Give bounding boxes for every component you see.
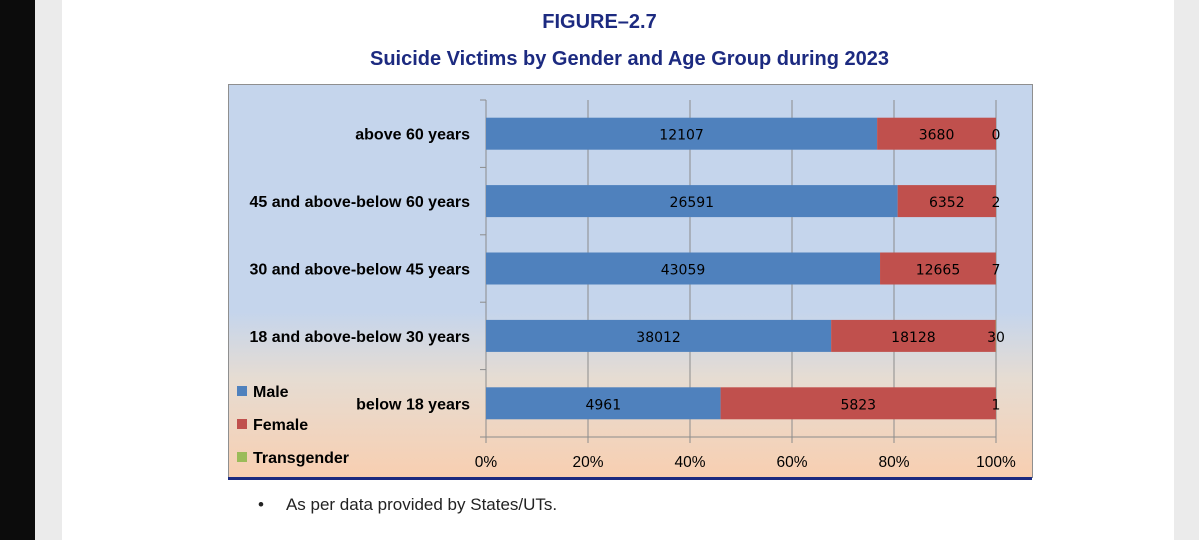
data-label-male: 43059 xyxy=(661,263,706,279)
data-label-male: 26591 xyxy=(670,195,715,211)
legend-swatch-female xyxy=(237,419,247,429)
bar-male xyxy=(486,185,898,218)
chart-bottom-rule xyxy=(228,477,1032,480)
data-label-female: 12665 xyxy=(916,263,961,279)
bar-female xyxy=(877,117,996,150)
legend-swatch-male xyxy=(237,386,247,396)
legend-label-male: Male xyxy=(253,384,289,401)
legend-swatch-transgender xyxy=(237,452,247,462)
data-label-transgender: 2 xyxy=(992,195,1001,211)
legend-label-female: Female xyxy=(253,417,308,434)
bar-female xyxy=(880,252,996,285)
footnote: • As per data provided by States/UTs. xyxy=(258,495,557,515)
x-tick-label: 100% xyxy=(976,454,1016,471)
x-tick-label: 40% xyxy=(674,454,705,471)
data-label-male: 38012 xyxy=(636,330,681,346)
legend-label-transgender: Transgender xyxy=(253,450,349,467)
data-label-transgender: 30 xyxy=(987,330,1005,346)
data-label-female: 18128 xyxy=(891,330,936,346)
chart-title: Suicide Victims by Gender and Age Group … xyxy=(369,48,889,70)
bar-female xyxy=(831,319,996,352)
category-label: 30 and above-below 45 years xyxy=(249,262,470,279)
footnote-bullet: • xyxy=(258,495,264,514)
data-label-female: 3680 xyxy=(919,128,955,144)
data-label-male: 4961 xyxy=(585,397,621,413)
bar-female xyxy=(720,387,996,420)
x-tick-label: 60% xyxy=(776,454,807,471)
x-tick-label: 0% xyxy=(475,454,498,471)
figure-label: FIGURE–2.7 xyxy=(542,11,657,33)
data-label-male: 12107 xyxy=(659,128,704,144)
category-label: 18 and above-below 30 years xyxy=(249,329,470,346)
footnote-text: As per data provided by States/UTs. xyxy=(285,495,558,514)
category-label: 45 and above-below 60 years xyxy=(249,194,470,211)
data-label-transgender: 0 xyxy=(992,128,1001,144)
bar-male xyxy=(486,387,721,420)
background-left-strip xyxy=(0,0,35,540)
category-label: below 18 years xyxy=(356,396,470,413)
bar-female xyxy=(897,185,996,218)
bar-male xyxy=(486,117,878,150)
category-label: above 60 years xyxy=(355,127,470,144)
x-tick-label: 20% xyxy=(572,454,603,471)
data-label-female: 5823 xyxy=(840,397,876,413)
bar-male xyxy=(486,319,832,352)
data-label-female: 6352 xyxy=(929,195,965,211)
data-label-transgender: 7 xyxy=(992,263,1001,279)
x-tick-label: 80% xyxy=(878,454,909,471)
bar-male xyxy=(486,252,881,285)
data-label-transgender: 1 xyxy=(992,397,1001,413)
